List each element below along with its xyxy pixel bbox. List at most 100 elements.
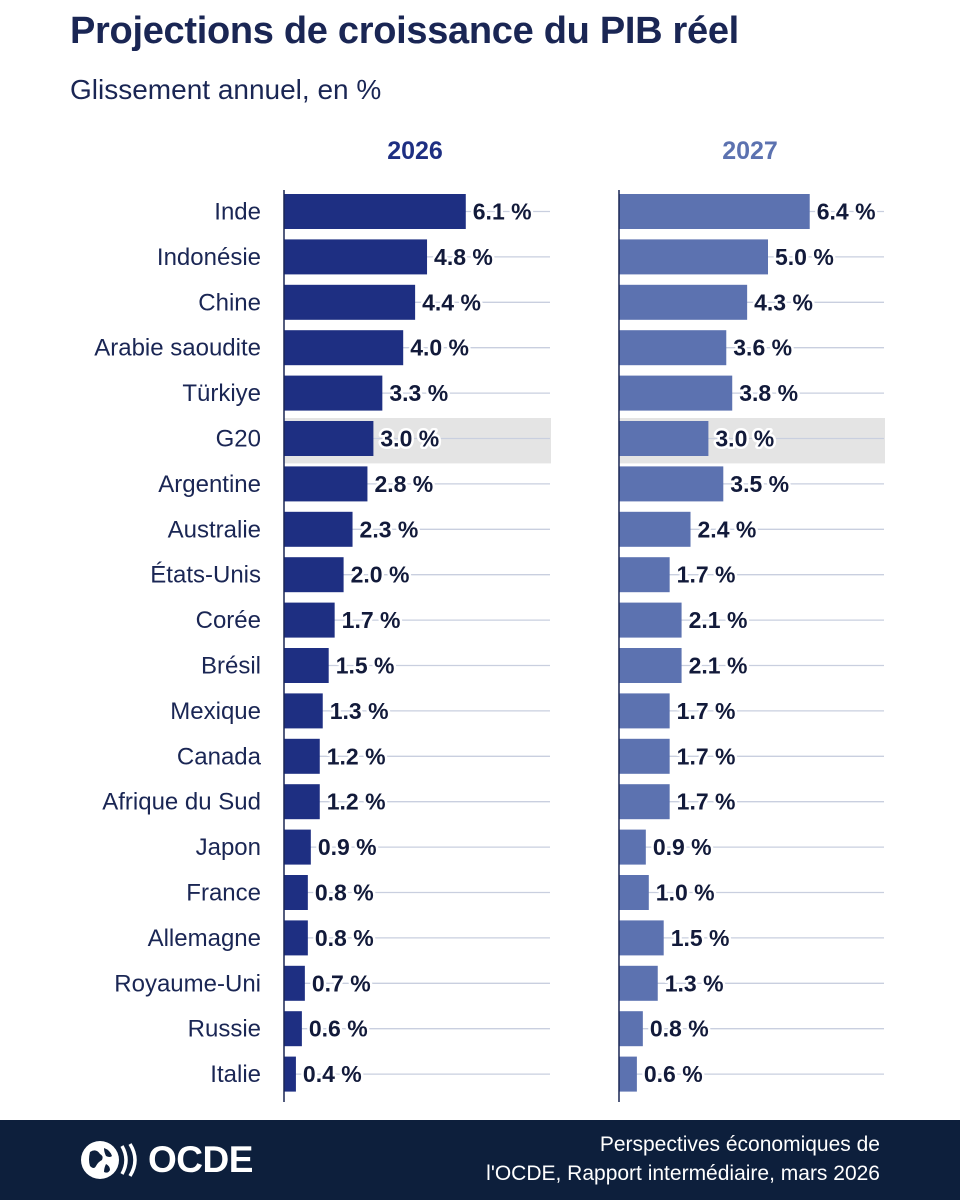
value-label-2026: 0.7 % <box>312 970 371 996</box>
bar-2027 <box>619 648 682 683</box>
value-label-2026: 0.9 % <box>318 834 377 860</box>
category-label: Indonésie <box>157 244 261 271</box>
bar-2026 <box>284 648 329 683</box>
value-label-2026: 2.8 % <box>374 471 433 497</box>
value-label-2026: 1.5 % <box>336 653 395 679</box>
bar-2026 <box>284 466 368 502</box>
bar-2026 <box>284 284 416 320</box>
source-line-2: l'OCDE, Rapport intermédiaire, mars 2026 <box>486 1162 880 1185</box>
value-label-2026: 3.0 % <box>380 426 439 452</box>
category-label: Türkiye <box>182 380 261 407</box>
value-label-2027: 5.0 % <box>775 244 834 270</box>
value-label-2027: 1.7 % <box>677 789 736 815</box>
category-label: Russie <box>188 1016 261 1043</box>
category-label: Argentine <box>158 471 261 498</box>
bar-2026 <box>284 1011 302 1047</box>
bar-2026 <box>284 920 308 956</box>
bar-2027 <box>619 602 682 638</box>
bar-2026 <box>284 784 320 820</box>
category-label: Japon <box>196 834 261 861</box>
bar-2027 <box>619 693 670 729</box>
category-label: Australie <box>168 516 261 543</box>
category-label: Chine <box>198 289 261 316</box>
category-label: Canada <box>177 743 262 770</box>
bar-2026 <box>284 738 320 774</box>
bar-2027 <box>619 330 727 366</box>
bar-2027 <box>619 784 670 820</box>
bar-2026 <box>284 1056 296 1092</box>
bar-2026 <box>284 330 404 366</box>
category-label: Arabie saoudite <box>94 335 261 362</box>
bar-2027 <box>619 375 733 411</box>
bar-2026 <box>284 557 344 593</box>
bar-2027 <box>619 875 649 910</box>
value-label-2027: 1.7 % <box>677 562 736 588</box>
category-label: Inde <box>214 199 261 226</box>
value-label-2026: 3.3 % <box>389 380 448 406</box>
value-label-2027: 1.7 % <box>677 698 736 724</box>
value-label-2027: 2.1 % <box>689 653 748 679</box>
value-label-2027: 3.6 % <box>733 335 792 361</box>
bar-2027 <box>619 920 664 956</box>
category-label: Mexique <box>170 698 261 725</box>
oecd-logo: OCDE <box>78 1136 253 1184</box>
value-label-2026: 1.7 % <box>342 607 401 633</box>
value-label-2027: 3.5 % <box>730 471 789 497</box>
category-label: Corée <box>196 607 261 634</box>
category-label: Italie <box>210 1061 261 1088</box>
value-label-2026: 1.3 % <box>330 698 389 724</box>
panel-header-2027: 2027 <box>722 137 778 165</box>
bar-2026 <box>284 829 311 865</box>
value-label-2027: 2.4 % <box>698 516 757 542</box>
bar-2026 <box>284 875 308 910</box>
value-label-2026: 4.4 % <box>422 289 481 315</box>
value-label-2027: 0.9 % <box>653 834 712 860</box>
value-label-2026: 0.6 % <box>309 1016 368 1042</box>
bar-2027 <box>619 421 709 456</box>
value-label-2027: 3.0 % <box>715 426 774 452</box>
value-label-2026: 6.1 % <box>473 199 532 225</box>
value-label-2026: 0.4 % <box>303 1061 362 1087</box>
value-label-2027: 3.8 % <box>739 380 798 406</box>
category-label: France <box>186 880 261 907</box>
bar-2026 <box>284 602 335 638</box>
value-label-2026: 0.8 % <box>315 925 374 951</box>
value-label-2026: 1.2 % <box>327 789 386 815</box>
category-label: Brésil <box>201 653 261 680</box>
bar-2027 <box>619 965 658 1001</box>
bar-2027 <box>619 194 810 229</box>
bar-2026 <box>284 194 466 229</box>
panel-header-2026: 2026 <box>387 137 443 165</box>
bar-2027 <box>619 1056 637 1092</box>
value-label-2026: 1.2 % <box>327 743 386 769</box>
globe-icon <box>81 1141 137 1179</box>
bar-2027 <box>619 239 768 275</box>
bar-2027 <box>619 284 748 320</box>
chart-subtitle: Glissement annuel, en % <box>70 74 382 105</box>
category-label: États-Unis <box>150 562 261 589</box>
bar-2026 <box>284 375 383 411</box>
bar-2027 <box>619 466 724 502</box>
value-label-2027: 1.7 % <box>677 743 736 769</box>
value-label-2027: 0.8 % <box>650 1016 709 1042</box>
value-label-2027: 1.5 % <box>671 925 730 951</box>
category-label: Royaume-Uni <box>114 970 261 997</box>
bar-2027 <box>619 829 646 865</box>
category-label: G20 <box>216 426 261 453</box>
value-label-2026: 4.0 % <box>410 335 469 361</box>
value-label-2027: 0.6 % <box>644 1061 703 1087</box>
value-label-2027: 2.1 % <box>689 607 748 633</box>
bar-2026 <box>284 511 353 547</box>
chart-title: Projections de croissance du PIB réel <box>70 10 739 52</box>
value-label-2026: 2.0 % <box>351 562 410 588</box>
bar-2026 <box>284 693 323 729</box>
bar-2027 <box>619 738 670 774</box>
category-label: Afrique du Sud <box>102 789 261 816</box>
footer: OCDE Perspectives économiques de l'OCDE,… <box>0 1120 960 1200</box>
bar-2027 <box>619 1011 643 1047</box>
source-note: Perspectives économiques de l'OCDE, Rapp… <box>460 1130 880 1188</box>
bar-chart: Inde 6.1 % 6.4 % Indonésie 4.8 % 5.0 % Chine 4.… <box>94 190 885 1102</box>
bar-2026 <box>284 239 428 275</box>
bar-2026 <box>284 421 374 456</box>
